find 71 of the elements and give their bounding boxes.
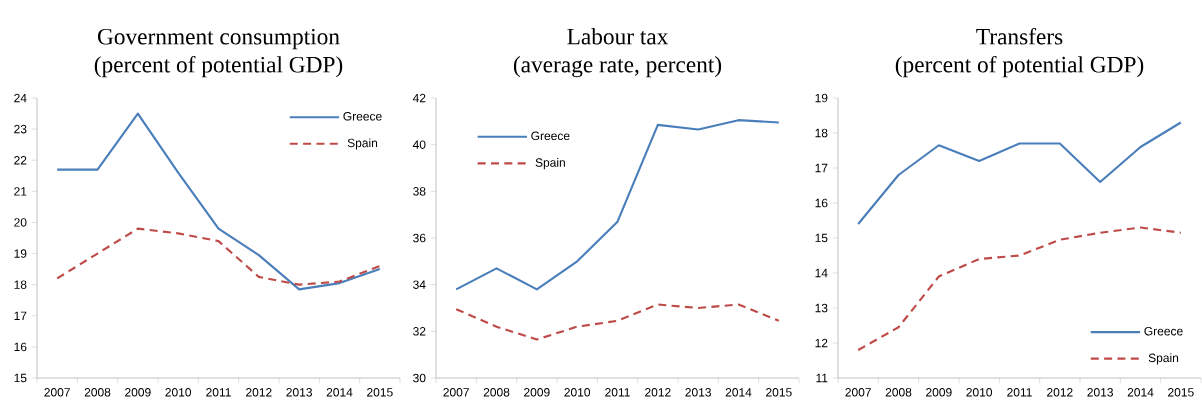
y-tick-label: 42: [412, 93, 426, 103]
chart-title: Government consumption: [97, 28, 340, 50]
y-tick-label: 14: [815, 268, 828, 278]
line-series: [56, 112, 381, 291]
x-tick-label: 2015: [766, 388, 792, 397]
y-tick-label: 17: [14, 311, 27, 320]
x-tick-label: 2014: [326, 388, 353, 397]
x-tick-label: 2015: [367, 388, 393, 397]
y-tick-label: 11: [816, 373, 828, 383]
y-tick-label: 19: [14, 249, 27, 258]
line-series: [455, 303, 780, 341]
x-tick-label: 2010: [165, 388, 192, 397]
chart-title: Labour tax: [567, 28, 669, 45]
x-tick-label: 2011: [605, 388, 630, 397]
y-tick-label: 16: [14, 342, 27, 352]
x-tick-label: 2012: [1047, 388, 1073, 397]
x-tick-label: 2008: [84, 388, 111, 397]
y-tick-label: 16: [815, 198, 828, 208]
x-tick-label: 2013: [685, 388, 711, 397]
x-tick-label: 2011: [1007, 388, 1032, 397]
chart-subtitle: (average rate, percent): [513, 56, 722, 78]
x-tick-label: 2014: [1127, 388, 1154, 397]
legend-label: Greece: [531, 131, 570, 141]
legend-label: Greece: [1144, 326, 1183, 336]
y-tick-label: 23: [14, 124, 27, 134]
y-tick-label: 20: [14, 218, 27, 227]
x-tick-label: 2012: [246, 388, 272, 397]
x-tick-label: 2009: [524, 388, 550, 397]
y-tick-label: 30: [413, 373, 426, 383]
y-tick-label: 13: [815, 303, 828, 313]
x-tick-label: 2013: [286, 388, 312, 397]
line-series: [857, 226, 1182, 352]
y-tick-label: 40: [412, 140, 426, 149]
x-tick-label: 2007: [845, 388, 871, 397]
y-tick-label: 17: [815, 163, 828, 173]
y-tick-label: 15: [14, 373, 27, 383]
x-tick-label: 2015: [1168, 388, 1194, 397]
x-tick-label: 2007: [44, 388, 70, 397]
x-tick-label: 2007: [443, 388, 469, 397]
x-tick-label: 2014: [725, 388, 752, 397]
x-tick-label: 2008: [885, 388, 912, 397]
y-tick-label: 38: [413, 187, 426, 196]
y-tick-label: 22: [14, 156, 27, 165]
chart-title: Transfers: [976, 27, 1063, 45]
legend-label: Spain: [1148, 353, 1179, 365]
x-tick-label: 2010: [564, 388, 591, 397]
chart-subtitle: (percent of potential GDP): [94, 55, 343, 78]
legend-label: Spain: [347, 138, 378, 150]
x-tick-label: 2012: [645, 388, 671, 397]
x-tick-label: 2009: [125, 388, 151, 397]
y-tick-label: 15: [815, 233, 828, 243]
y-tick-label: 32: [413, 327, 426, 336]
y-tick-label: 21: [14, 187, 27, 196]
x-tick-label: 2010: [966, 388, 993, 397]
y-tick-label: 18: [815, 128, 828, 138]
legend-label: Greece: [343, 112, 382, 121]
x-tick-label: 2011: [206, 388, 231, 397]
legend-label: Spain: [535, 157, 565, 170]
y-tick-label: 19: [815, 93, 828, 103]
line-series: [455, 119, 780, 291]
line-series: [857, 121, 1182, 226]
x-tick-label: 2008: [483, 388, 510, 397]
x-tick-label: 2013: [1087, 388, 1113, 397]
y-tick-label: 34: [413, 280, 426, 289]
x-tick-label: 2009: [926, 388, 952, 397]
y-tick-label: 36: [413, 233, 426, 243]
chart-subtitle: (percent of potential GDP): [895, 55, 1144, 78]
line-series: [56, 227, 381, 286]
y-tick-label: 12: [815, 338, 828, 348]
y-tick-label: 24: [14, 93, 27, 103]
y-tick-label: 18: [14, 280, 27, 289]
